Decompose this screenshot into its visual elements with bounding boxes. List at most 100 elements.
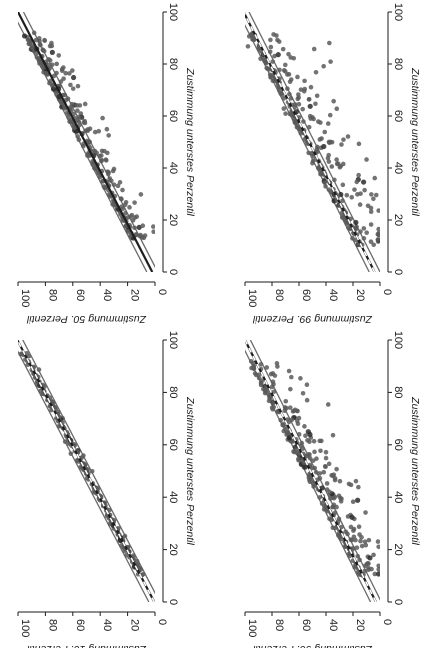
data-point	[322, 129, 328, 135]
data-point	[258, 361, 264, 367]
data-point	[364, 157, 369, 162]
data-point	[267, 49, 273, 55]
data-point	[68, 82, 73, 88]
data-point	[376, 563, 380, 569]
data-point	[288, 55, 294, 60]
x-tick-label: 0	[167, 599, 179, 605]
data-point	[376, 208, 380, 213]
data-point	[42, 38, 47, 43]
data-point	[352, 187, 357, 192]
data-point	[334, 504, 339, 510]
data-point	[362, 568, 368, 574]
data-point	[330, 525, 336, 531]
data-point	[265, 66, 270, 72]
data-point	[283, 398, 289, 404]
data-point	[312, 449, 317, 455]
y-tick-label: 100	[246, 619, 258, 637]
data-point	[264, 365, 270, 370]
data-point	[266, 398, 272, 404]
data-point	[304, 397, 310, 403]
data-point	[47, 80, 52, 86]
data-point	[371, 552, 376, 558]
y-tick-label: 40	[101, 619, 113, 631]
data-point	[285, 86, 290, 91]
data-point	[289, 374, 294, 380]
data-point	[34, 55, 40, 60]
data-point	[356, 172, 361, 178]
data-point	[263, 60, 269, 65]
data-point	[287, 91, 292, 97]
data-point	[304, 382, 310, 388]
data-point	[43, 70, 48, 76]
data-point	[356, 141, 362, 147]
data-point	[356, 524, 362, 530]
data-point	[359, 534, 364, 540]
data-point	[313, 101, 318, 107]
data-point	[258, 380, 264, 386]
x-tick-label: 20	[167, 543, 179, 555]
data-point	[325, 155, 331, 161]
data-point	[256, 375, 262, 381]
data-point	[105, 169, 110, 174]
data-point	[58, 79, 64, 84]
data-point	[77, 122, 82, 128]
y-tick-label: 60	[300, 619, 312, 631]
data-point	[68, 451, 74, 456]
data-point	[364, 561, 370, 567]
data-point	[106, 133, 111, 138]
data-point	[349, 537, 355, 543]
data-point	[340, 182, 346, 188]
scatter-panel-bottom-right: 0 20 40 60 80 100 0 20 40 60 80 100 Zustimmung unter…	[244, 331, 421, 653]
data-point	[295, 74, 300, 80]
data-point	[354, 179, 360, 185]
data-point	[256, 372, 262, 377]
plot-area	[18, 340, 155, 602]
data-point	[269, 384, 275, 390]
data-point	[313, 469, 319, 475]
data-point	[348, 482, 354, 488]
data-point	[372, 175, 378, 181]
x-tick-label: 100	[392, 3, 404, 21]
data-point	[288, 96, 294, 101]
data-point	[272, 373, 278, 378]
data-point	[328, 496, 333, 501]
data-point	[362, 539, 368, 545]
data-point	[138, 232, 143, 238]
data-point	[31, 30, 37, 36]
data-point	[105, 150, 110, 156]
data-point	[357, 202, 363, 207]
data-point	[318, 120, 323, 125]
x-tick-label: 80	[392, 386, 404, 398]
data-point	[322, 464, 328, 469]
y-tick-label: 100	[19, 289, 31, 307]
data-point	[303, 433, 308, 439]
data-point	[75, 83, 81, 89]
data-point	[46, 56, 51, 62]
data-point	[300, 106, 305, 112]
data-point	[375, 237, 380, 242]
data-point	[283, 111, 288, 116]
data-point	[120, 206, 126, 212]
data-point	[123, 199, 129, 205]
data-point	[324, 481, 330, 486]
data-point	[365, 203, 371, 209]
data-point	[284, 405, 289, 411]
data-point	[63, 70, 68, 76]
data-point	[376, 232, 380, 238]
data-point	[328, 59, 333, 64]
data-point	[82, 118, 87, 124]
data-point	[132, 225, 137, 231]
data-point	[376, 567, 380, 572]
data-point	[281, 68, 287, 73]
data-point	[82, 101, 88, 107]
upper-band-line	[18, 350, 150, 602]
x-tick-label: 40	[392, 491, 404, 503]
x-tick-label: 80	[392, 58, 404, 70]
data-point	[310, 158, 316, 164]
data-point	[298, 131, 304, 136]
data-point	[281, 428, 287, 434]
data-point	[258, 56, 263, 62]
data-point	[151, 229, 155, 235]
data-point	[353, 225, 359, 230]
